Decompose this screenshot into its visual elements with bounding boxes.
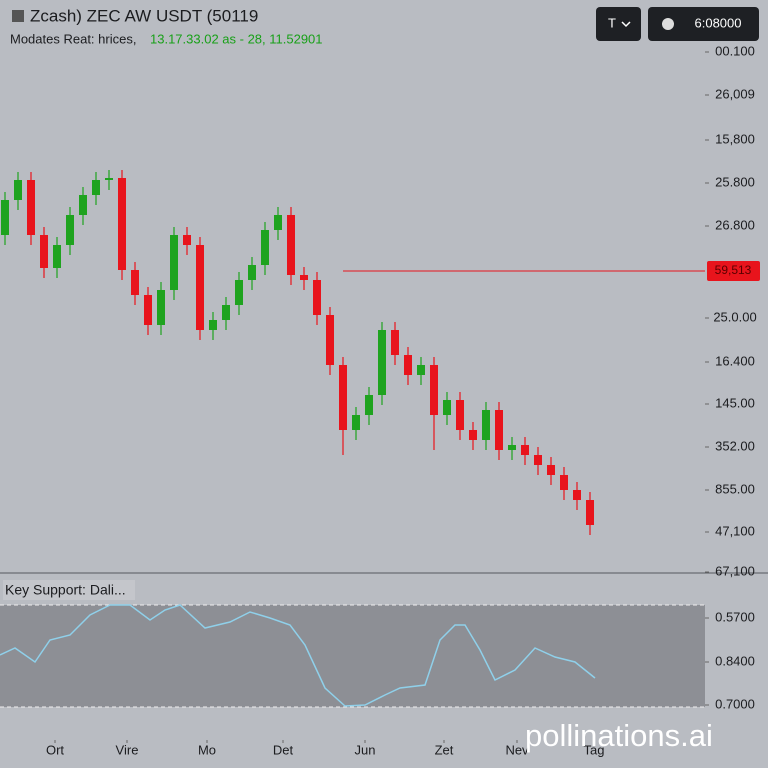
chevron [621,21,631,28]
x-tick-label: Jun [355,742,376,757]
oscillator-line [0,604,596,707]
panel-label-bg [3,580,135,600]
candle-body [573,490,581,500]
candle-body [521,445,529,455]
candle-body [482,410,490,440]
candle-body [391,330,399,355]
interval-button[interactable]: T [596,7,641,41]
y-tick-label: 67,100 [715,563,755,578]
y-tick-label: 47,100 [715,523,755,538]
price-label-bg [707,261,760,281]
quote: 13.17.33.02 as - 28, 11.52901 [150,31,323,46]
candle-body [79,195,87,215]
candle-body [430,365,438,415]
x-tick-label: Det [273,742,294,757]
oscillator-chart: 0.5700 0.8400 0.7000 Ort Vire Mo Det Jun Zet Nev T… [0,604,755,757]
candle-body [495,410,503,450]
candle-body [287,215,295,275]
candle-body [209,320,217,330]
y-tick-label: 26,009 [715,86,755,101]
oscillator-panel [0,605,705,707]
candle-body [547,465,555,475]
candle-body [248,265,256,280]
candle-body [456,400,464,430]
candle-body [183,235,191,245]
candle-body [53,245,61,268]
candle-body [157,290,165,325]
candle-body [300,275,308,280]
logo-icon [12,10,24,22]
candle-body [274,215,282,230]
candle-body [131,270,139,295]
candle-body [469,430,477,440]
candle-body [170,235,178,290]
y-tick-label: 0.7000 [715,696,755,711]
y-tick-label: 0.5700 [715,609,755,624]
y-tick-label: 855.00 [715,481,755,496]
y-tick-label: 16.400 [715,353,755,368]
y-tick-label: 145.00 [715,395,755,410]
y-tick-label: 352.00 [715,438,755,453]
button-label: 6:08000 [695,15,742,30]
watermark: pollinations.ai [525,718,713,753]
x-tick-label: Zet [435,742,454,757]
candle-body [92,180,100,195]
candle-body [118,178,126,270]
candle-body [27,180,35,235]
x-tick-label: Nev [505,742,529,757]
y-tick-label: 25.0.00 [713,309,756,324]
candle-body [378,330,386,395]
candle-body [326,315,334,365]
candle-body [40,235,48,268]
candle-body [339,365,347,430]
x-tick-label: Ort [46,742,64,757]
candle-body [365,395,373,415]
account-button[interactable]: 6:08000 [648,7,759,41]
apple-icon [662,18,674,30]
x-tick-label: Mo [198,742,216,757]
y-tick-label: 0.8400 [715,653,755,668]
y-tick-label: 26.800 [715,217,755,232]
candle-body [443,400,451,415]
candle-body [196,245,204,330]
candle-body [261,230,269,265]
candle-body [66,215,74,245]
candle-body [560,475,568,490]
panel-label: Key Support: Dali... [5,582,126,598]
candle-body [404,355,412,375]
title: Zcash) ZEC AW USDT (50119 [30,6,258,25]
subtitle: Modates Reat: hrices, [10,31,136,46]
y-tick-label: 15,800 [715,131,755,146]
candle-body [222,305,230,320]
button-label: T [608,15,616,30]
button-bg [648,7,759,41]
candle-body [235,280,243,305]
y-tick-label: 25.800 [715,174,755,189]
candle-body [352,415,360,430]
candle-body [417,365,425,375]
x-tick-label: Tag [584,742,605,757]
candle-body [534,455,542,465]
y-tick-label: 00.100 [715,43,755,58]
x-tick-label: Vire [116,742,139,757]
candle-body [586,500,594,525]
candle-body [313,280,321,315]
candle-body [105,178,113,180]
candle-body [508,445,516,450]
candle-body [14,180,22,200]
candle-body [1,200,9,235]
candle-body [144,295,152,325]
price-label: 59,513 [715,263,752,277]
price-chart: 00.100 26,009 15,800 25.800 26.800 25.0.00 16.… [1,43,760,578]
button-bg [596,7,641,41]
